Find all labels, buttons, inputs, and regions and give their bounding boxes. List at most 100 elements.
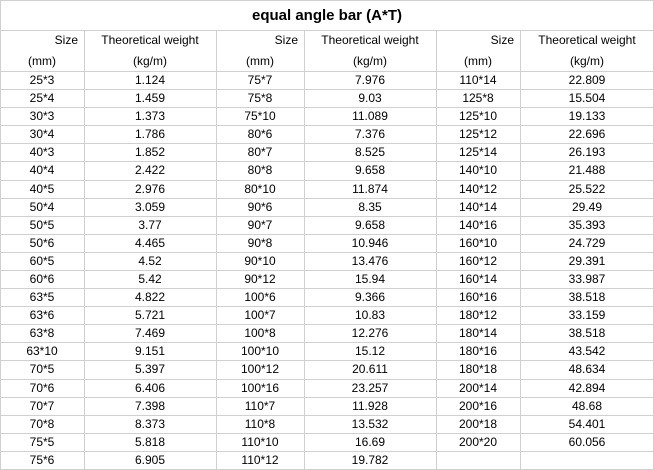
grid-line [0, 414, 654, 416]
size-cell: 80*10 [244, 181, 276, 196]
weight-cell: 48.68 [571, 398, 603, 413]
grid-line [0, 125, 654, 127]
size-cell: 50*6 [29, 235, 55, 250]
grid-line [0, 270, 654, 271]
grid-line [0, 233, 654, 235]
weight-cell: 33.159 [568, 308, 606, 323]
weight-cell: 9.658 [354, 163, 386, 178]
weight-cell: 9.658 [354, 217, 386, 232]
size-cell: 140*10 [458, 163, 498, 178]
size-cell: 40*3 [29, 145, 55, 160]
weight-cell: 15.504 [568, 91, 606, 106]
size-cell: 80*6 [247, 127, 273, 142]
grid-line [0, 251, 654, 253]
size-cell: 90*7 [247, 217, 273, 232]
size-cell: 63*5 [29, 290, 55, 305]
weight-cell: 3.77 [138, 217, 162, 232]
header-cell: Theoretical weight [101, 33, 199, 48]
size-cell: 50*5 [29, 217, 55, 232]
size-cell: 75*10 [244, 109, 276, 124]
size-cell: 63*6 [29, 308, 55, 323]
size-cell: 90*8 [247, 235, 273, 250]
weight-cell: 38.518 [568, 326, 606, 341]
size-cell: 80*7 [247, 145, 273, 160]
weight-cell: 15.94 [354, 272, 386, 287]
size-cell: 100*7 [244, 308, 276, 323]
weight-cell: 43.542 [568, 344, 606, 359]
weight-cell: 8.373 [134, 416, 166, 431]
grid-line [0, 396, 654, 398]
weight-cell: 10.946 [351, 235, 389, 250]
grid-line [0, 30, 654, 31]
header-cell: (mm) [246, 53, 274, 68]
size-cell: 110*12 [241, 452, 279, 467]
weight-cell: 21.488 [568, 163, 606, 178]
grid-line [84, 30, 85, 470]
grid-line [216, 30, 217, 470]
weight-cell: 22.696 [568, 127, 606, 142]
weight-cell: 13.476 [351, 253, 389, 268]
weight-cell: 48.634 [568, 362, 606, 377]
grid-line [520, 30, 521, 470]
weight-cell: 25.522 [568, 181, 606, 196]
size-cell: 110*14 [459, 73, 497, 88]
weight-cell: 38.518 [568, 290, 606, 305]
grid-line [0, 288, 654, 290]
size-cell: 90*6 [247, 199, 273, 214]
weight-cell: 29.49 [571, 199, 603, 214]
grid-line [436, 30, 437, 470]
weight-cell: 4.465 [134, 235, 166, 250]
weight-cell: 20.611 [352, 362, 388, 377]
grid-line [0, 306, 654, 308]
weight-cell: 11.089 [352, 109, 388, 124]
size-cell: 60*5 [29, 253, 55, 268]
weight-cell: 3.059 [134, 199, 166, 214]
size-cell: 110*8 [244, 416, 276, 431]
weight-cell: 23.257 [351, 380, 389, 395]
grid-line [0, 432, 654, 434]
weight-cell: 1.373 [134, 109, 166, 124]
size-cell: 160*12 [458, 253, 498, 268]
size-cell: 125*8 [462, 91, 494, 106]
size-cell: 70*6 [29, 380, 55, 395]
weight-cell: 7.469 [134, 326, 166, 341]
weight-cell: 22.809 [568, 73, 606, 88]
weight-cell: 12.276 [351, 326, 389, 341]
weight-cell: 7.376 [354, 127, 386, 142]
size-cell: 50*4 [29, 199, 55, 214]
weight-cell: 33.987 [568, 272, 606, 287]
weight-cell: 29.391 [568, 253, 606, 268]
size-cell: 100*16 [240, 380, 280, 395]
grid-line [0, 143, 654, 145]
size-cell: 140*14 [458, 199, 498, 214]
size-cell: 160*14 [458, 272, 498, 287]
weight-cell: 4.52 [138, 253, 162, 268]
size-cell: 63*8 [29, 326, 55, 341]
size-cell: 60*6 [29, 272, 55, 287]
weight-cell: 19.782 [351, 452, 389, 467]
size-cell: 70*8 [29, 416, 55, 431]
grid-line [0, 215, 654, 217]
size-cell: 30*4 [29, 127, 55, 142]
size-cell: 140*16 [458, 217, 498, 232]
weight-cell: 15.12 [354, 344, 386, 359]
grid-line [0, 71, 654, 72]
size-cell: 180*12 [458, 308, 498, 323]
size-cell: 125*14 [458, 145, 498, 160]
size-cell: 160*16 [458, 290, 498, 305]
size-cell: 25*4 [29, 91, 55, 106]
size-cell: 125*12 [458, 127, 498, 142]
size-cell: 180*16 [458, 344, 498, 359]
header-cell: Theoretical weight [538, 33, 636, 48]
header-cell: (kg/m) [570, 53, 604, 68]
size-cell: 70*5 [29, 362, 55, 377]
weight-cell: 8.35 [358, 199, 382, 214]
size-cell: 100*6 [244, 290, 276, 305]
size-cell: 100*10 [240, 344, 280, 359]
weight-cell: 9.366 [354, 290, 386, 305]
grid-line [0, 197, 654, 199]
size-cell: 200*16 [458, 398, 498, 413]
weight-cell: 10.83 [354, 308, 386, 323]
weight-cell: 2.422 [134, 163, 166, 178]
size-cell: 80*8 [247, 163, 273, 178]
